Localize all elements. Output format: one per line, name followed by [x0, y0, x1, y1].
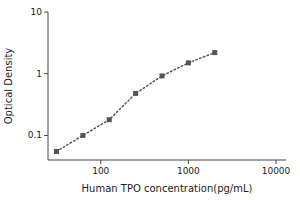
data-point [186, 60, 191, 65]
data-line [56, 53, 214, 152]
y-tick-label: 10 [31, 7, 43, 17]
y-tick [44, 135, 48, 136]
x-tick [188, 160, 189, 164]
data-point [107, 117, 112, 122]
x-axis-label: Human TPO concentration(pg/mL) [82, 183, 253, 194]
x-axis-line [48, 160, 286, 161]
x-tick [100, 160, 101, 164]
y-tick [44, 12, 48, 13]
plot-area [54, 50, 217, 154]
x-tick-label: 10000 [262, 166, 291, 176]
x-tick-label: 100 [92, 166, 109, 176]
data-point [133, 91, 138, 96]
data-point [160, 73, 165, 78]
y-tick-label: 1 [36, 69, 42, 79]
x-tick [276, 160, 277, 164]
data-point [80, 133, 85, 138]
x-tick-label: 1000 [177, 166, 200, 176]
y-tick-label: 0.1 [28, 130, 42, 140]
data-point [212, 50, 217, 55]
chart-container: 100 1000 10000 0.1 1 10 Human TPO concentratio… [0, 0, 300, 200]
y-axis-label: Optical Density [3, 48, 14, 125]
y-axis-line [48, 12, 49, 160]
y-tick [44, 73, 48, 74]
data-point [54, 149, 59, 154]
chart: 100 1000 10000 0.1 1 10 Human TPO concentratio… [0, 0, 300, 200]
